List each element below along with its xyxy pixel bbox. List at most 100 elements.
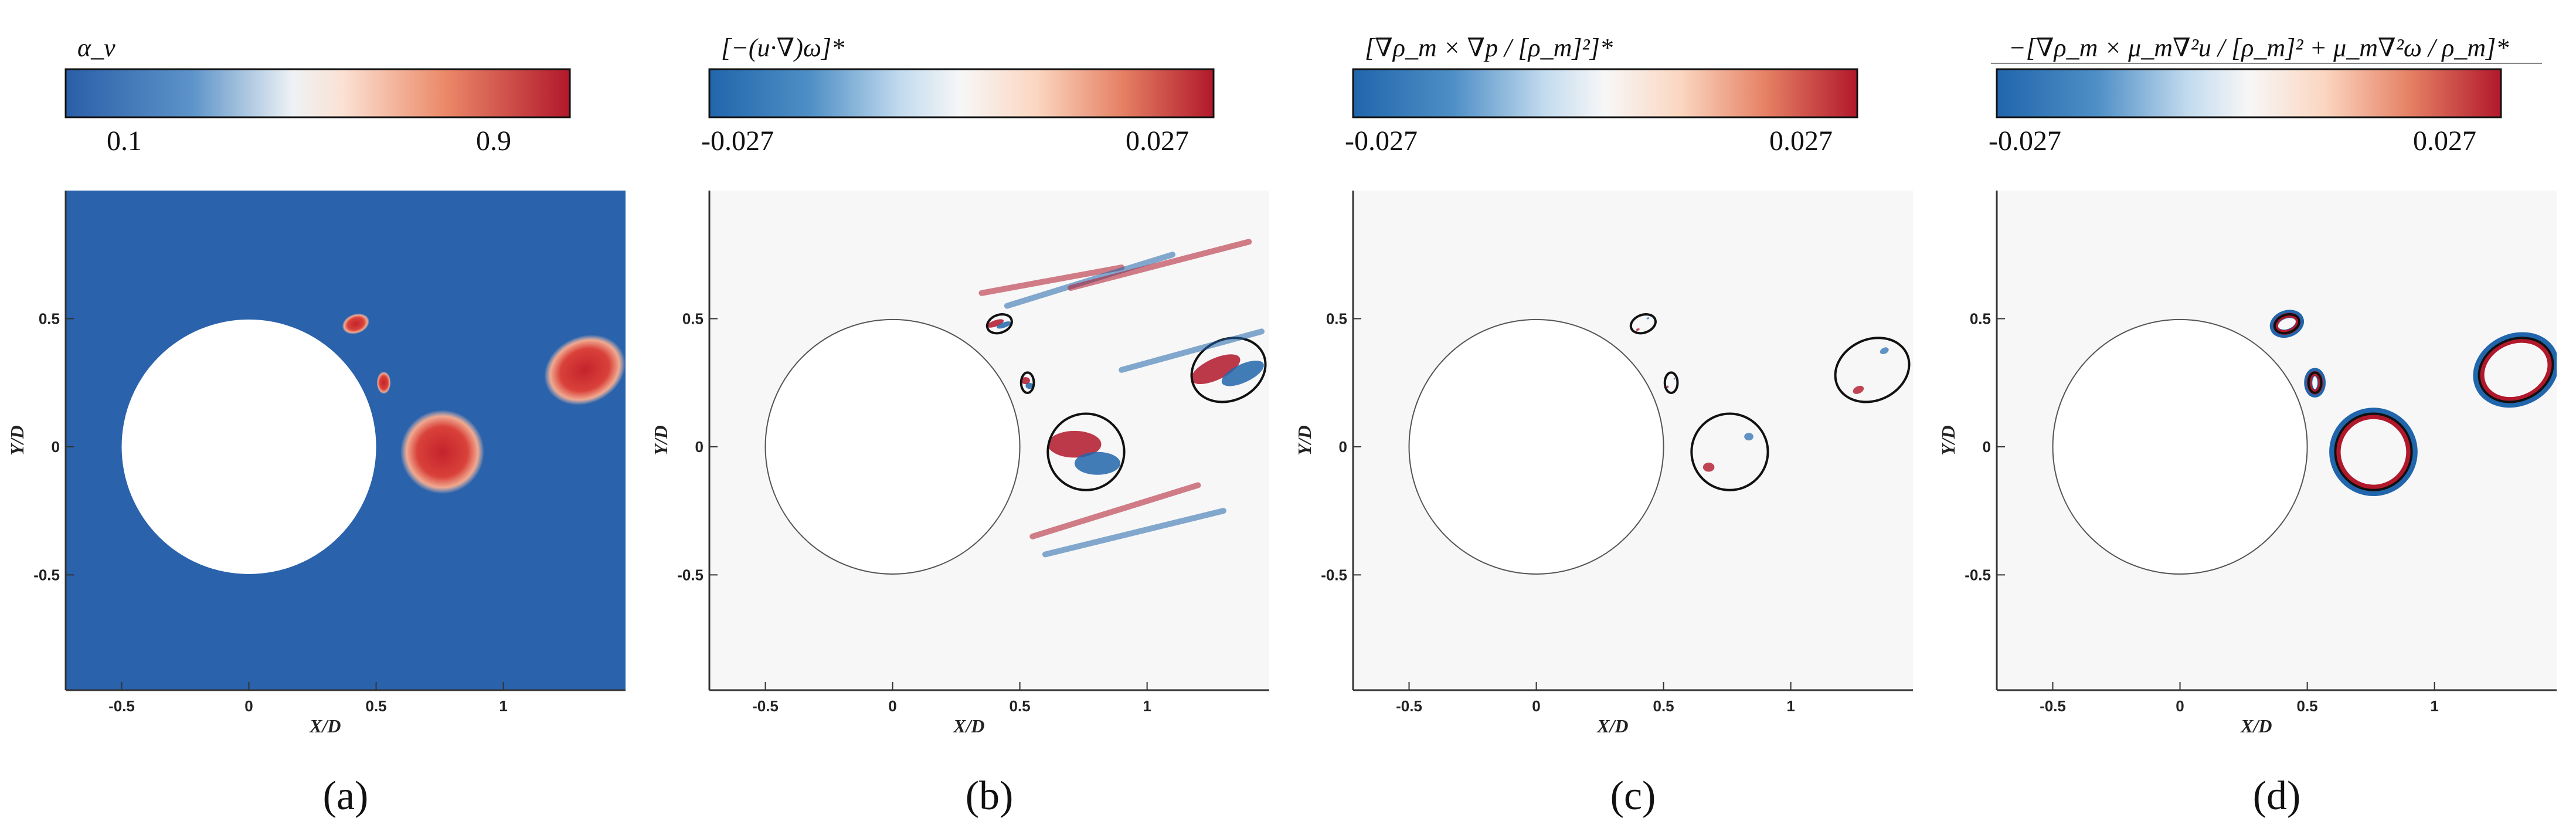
red-spot	[1636, 328, 1640, 331]
red-ring	[2479, 338, 2553, 402]
y-tick-label: -0.5	[1965, 566, 1991, 583]
y-tick-label: 0	[52, 438, 60, 456]
structure-far-cavity	[2473, 332, 2557, 408]
x-tick-label: 0	[1532, 697, 1540, 715]
x-tick-label: -0.5	[2040, 697, 2066, 715]
cavity-contour	[2334, 412, 2413, 491]
cavity-far-cavity	[544, 334, 626, 405]
x-tick-label: 1	[2430, 697, 2438, 715]
x-axis-title: X/D	[953, 715, 984, 736]
x-tick-label: -0.5	[108, 697, 135, 715]
y-tick-label: -0.5	[1321, 566, 1347, 583]
cylinder	[121, 319, 376, 574]
colorbar-min-label: -0.027	[701, 125, 774, 157]
y-tick-label: 0	[695, 438, 704, 456]
x-axis-title: X/D	[1596, 715, 1628, 736]
y-tick-label: 0.5	[39, 310, 60, 327]
colorbar-min-label: -0.027	[1989, 125, 2061, 157]
panel-label-c: (c)	[1610, 773, 1656, 819]
y-tick-label: 0.5	[682, 310, 704, 327]
red-spot	[1702, 462, 1715, 472]
plot-area	[121, 313, 626, 574]
cavity-contour	[1019, 371, 1035, 395]
x-tick-label: -0.5	[752, 697, 779, 715]
cavity-bubble-1	[342, 313, 370, 334]
colorbar-max-label: 0.027	[2413, 125, 2476, 157]
panel-a: α_v 0.1 0.9 -0.5 0 0.5 1 -0.5 0 0.5 X/D Y/D (a)	[6, 33, 626, 819]
blue-ring	[2329, 408, 2418, 497]
plot-area	[764, 239, 1267, 575]
red-lobe	[1191, 354, 1241, 385]
panel-label-a: (a)	[323, 773, 369, 819]
y-axis-title: Y/D	[650, 425, 671, 456]
red-spot	[1853, 385, 1864, 394]
red-lobe	[1021, 377, 1030, 385]
structure-main-cavity	[1046, 412, 1126, 491]
x-tick-label: 1	[499, 697, 507, 715]
structure-bubble-2	[1663, 371, 1679, 395]
x-tick-label: 0	[2176, 697, 2184, 715]
y-axis-title: Y/D	[6, 425, 28, 456]
structure-bubble-1	[1629, 313, 1657, 335]
x-tick-label: -0.5	[1396, 697, 1422, 715]
x-tick-label: 0.5	[2297, 697, 2318, 715]
vortex-streak	[1119, 328, 1265, 373]
x-tick-label: 0	[244, 697, 253, 715]
y-tick-label: -0.5	[677, 566, 704, 583]
cylinder	[2052, 318, 2308, 575]
y-axis-title: Y/D	[1938, 425, 1959, 456]
blue-ring	[2473, 332, 2557, 408]
blue-lobe	[1074, 452, 1121, 475]
red-lobe	[987, 319, 1004, 328]
structure-far-cavity	[1834, 337, 1911, 403]
blue-lobe	[1025, 382, 1034, 389]
red-ring	[2336, 414, 2411, 490]
colorbar-d	[1996, 68, 2502, 118]
x-tick-label: 1	[1786, 697, 1795, 715]
blue-spot	[1744, 433, 1753, 441]
panel-label-b: (b)	[966, 773, 1014, 819]
y-tick-label: 0.5	[1326, 310, 1347, 327]
blue-spot	[1646, 317, 1650, 320]
plot-area	[2052, 310, 2557, 575]
x-tick-label: 0	[888, 697, 896, 715]
red-lobe	[1048, 430, 1102, 458]
cavity-contour	[1046, 412, 1126, 491]
x-axis-title: X/D	[309, 715, 341, 736]
cylinder	[1408, 318, 1664, 575]
colorbar-title-d: −[∇ρ_m × μ_m∇²u / [ρ_m]² + μ_m∇²ω / ρ_m]…	[2009, 33, 2509, 62]
cavity-contour	[2273, 313, 2300, 335]
colorbar-max-label: 0.027	[1126, 125, 1189, 157]
vortex-streak	[1042, 508, 1226, 558]
blue-spot	[1880, 347, 1889, 354]
structure-bubble-2	[1019, 371, 1035, 395]
cavity-contour	[1834, 337, 1911, 403]
x-tick-label: 0.5	[366, 697, 387, 715]
x-tick-label: 1	[1143, 697, 1151, 715]
colorbar-title-a: α_v	[77, 33, 115, 62]
cavity-main-cavity	[400, 410, 485, 494]
structure-main-cavity	[1690, 412, 1769, 491]
structure-main-cavity	[2329, 408, 2418, 497]
blue-spot	[1673, 378, 1676, 380]
colorbar-b	[708, 68, 1215, 118]
red-spot	[1667, 385, 1669, 388]
panel-b: [−(u·∇)ω]* -0.027 0.027 -0.5 0 0.5 1 -0.5 0 0.5 X/…	[650, 33, 1269, 819]
y-tick-label: 0	[1339, 438, 1347, 456]
structure-bubble-2	[2304, 368, 2326, 398]
cavity-contour	[2307, 371, 2323, 395]
panel-label-d: (d)	[2253, 773, 2301, 819]
panel-c: [∇ρ_m × ∇p / [ρ_m]²]* -0.027 0.027 -0.5 0 0.5…	[1294, 33, 1913, 819]
y-tick-label: -0.5	[33, 566, 60, 583]
colorbar-title-b: [−(u·∇)ω]*	[721, 33, 844, 62]
cavity-contour	[985, 313, 1013, 335]
cavity-bubble-2	[376, 371, 391, 394]
colorbar-c	[1352, 68, 1858, 118]
y-tick-label: 0.5	[1970, 310, 1991, 327]
colorbar-min-label: -0.027	[1345, 125, 1418, 157]
blue-lobe	[997, 321, 1011, 329]
structure-bubble-1	[985, 313, 1013, 335]
cylinder	[764, 318, 1021, 575]
vortex-streak	[978, 264, 1125, 296]
structure-bubble-1	[2269, 310, 2304, 338]
